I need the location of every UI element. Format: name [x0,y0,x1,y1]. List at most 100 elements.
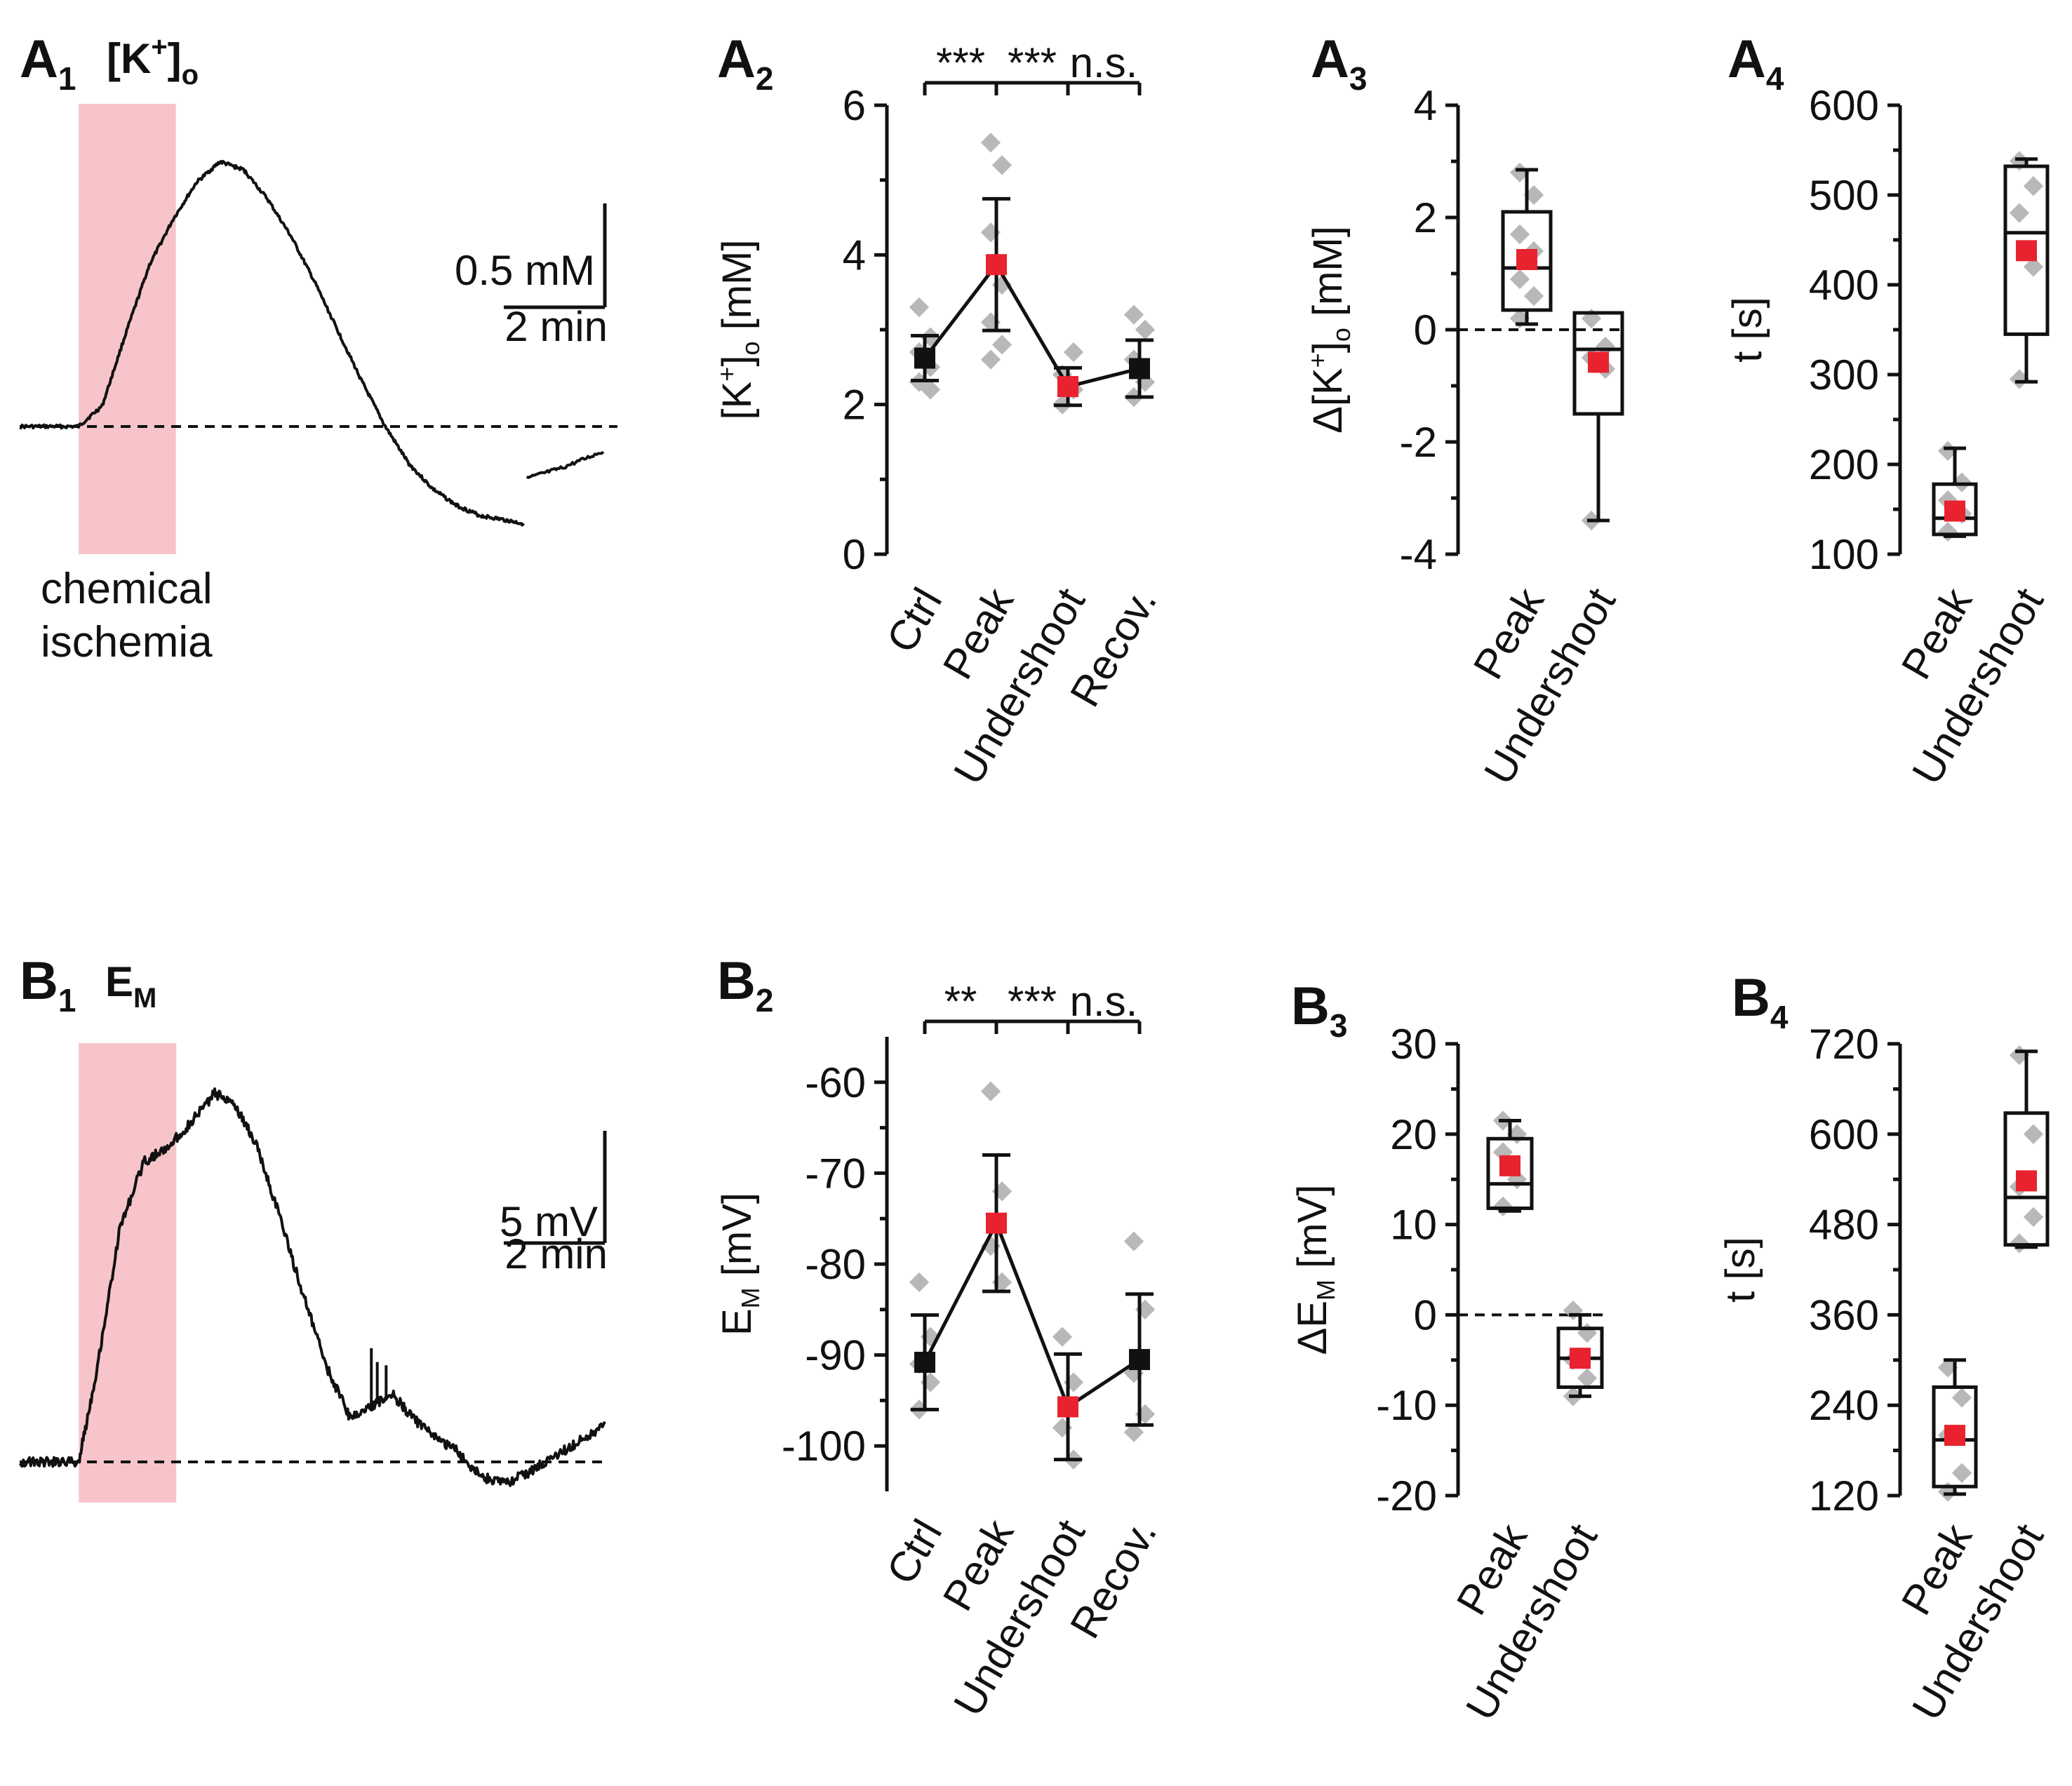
B2-xtick-label-0: Ctrl [878,1512,951,1592]
A3-mean-marker-1 [1588,351,1609,373]
B2-mean-marker-0 [914,1351,935,1373]
A1-trace-segment-0 [19,160,525,527]
A3-point-0-2 [1509,224,1530,245]
panel-label-B4: B4 [1732,968,1789,1035]
B2-point-3-0 [1123,1231,1144,1251]
B4-ytick-label-3: 480 [1809,1202,1879,1249]
B3-ytick-label-0: -20 [1376,1472,1437,1519]
B4-ylabel: t [s] [1718,1237,1763,1302]
A4-ytick-label-2: 300 [1809,351,1879,398]
B2-ytick-label-4: -60 [805,1059,866,1106]
B4-point-0-1 [1951,1463,1972,1483]
A4-box-1 [2003,164,2050,336]
A2-ylabel: [K+]o [mM] [712,240,765,420]
A4-point-1-3 [2023,176,2044,196]
A1-trace-segment-1 [526,450,605,479]
B2-ytick-label-1: -90 [805,1332,866,1379]
B3-mean-marker-1 [1570,1348,1591,1369]
A4-ytick-label-1: 200 [1809,441,1879,488]
A2-point-0-5 [920,380,941,400]
A2-ytick-label-3: 6 [843,82,866,129]
B3-point-0-4 [1492,1196,1513,1216]
A2-point-3-3 [1135,319,1156,340]
B1-trace-segment-0 [19,1087,606,1487]
B4-box-0 [1932,1385,1978,1489]
A4-mean-marker-1 [2016,240,2037,262]
A2-point-1-6 [980,349,1001,370]
B2-sig-label-2: n.s. [1070,978,1138,1025]
B4-point-0-4 [1937,1357,1958,1378]
A3-point-0-4 [1509,269,1530,290]
B2-point-0-0 [909,1272,930,1293]
B3-ytick-label-5: 30 [1390,1021,1437,1068]
A3-ytick-label-4: 4 [1414,82,1437,129]
A2-ytick-label-1: 2 [843,382,866,429]
A3-box-0 [1501,210,1553,312]
A3-ylabel: Δ[K+]o [mM] [1303,226,1356,434]
B2-ylabel: EM [mV] [714,1193,765,1336]
A2-point-1-1 [991,155,1012,175]
B3-ytick-label-3: 10 [1390,1202,1437,1249]
B3-ytick-label-4: 20 [1390,1111,1437,1158]
B4-point-0-3 [1951,1388,1972,1408]
B2-ytick-label-0: -100 [782,1423,866,1470]
B4-box-1 [2003,1111,2050,1247]
B4-point-1-1 [2023,1207,2044,1228]
B3-ytick-label-2: 0 [1414,1291,1437,1338]
A3-box-1 [1572,311,1624,416]
panel-B1-title: EM [105,958,156,1014]
B3-ylabel: ΔEM [mV] [1290,1185,1340,1355]
B4-ytick-label-2: 360 [1809,1291,1879,1338]
A2-ytick-label-0: 0 [843,531,866,578]
B2-mean-marker-2 [1057,1396,1078,1418]
B1-ischemia-shade [79,1043,177,1503]
B2-mean-marker-3 [1129,1349,1150,1371]
A2-sig-label-1: *** [1008,39,1057,86]
A4-point-0-0 [1937,521,1958,542]
A3-mean-marker-0 [1516,249,1537,270]
A3-point-0-5 [1523,286,1544,307]
B1-scale-time-label: 2 min [504,1230,608,1277]
panel-label-A3: A3 [1311,29,1367,97]
A2-mean-marker-0 [914,347,935,369]
A4-point-0-4 [1937,441,1958,461]
A3-ytick-label-3: 2 [1414,194,1437,241]
A2-mean-line [923,261,1140,389]
panel-A1-title: [K+]o [107,32,199,90]
B2-sig-label-1: *** [1008,978,1057,1025]
A2-point-2-3 [1063,342,1084,363]
B2-sig-label-0: ** [944,978,977,1025]
panel-label-A4: A4 [1727,29,1784,97]
A3-point-1-1 [1595,336,1616,357]
A2-xtick-label-0: Ctrl [878,580,951,660]
A4-box-0 [1932,482,1978,537]
B4-mean-marker-0 [1944,1425,1965,1446]
B4-ytick-label-5: 720 [1809,1021,1879,1068]
B2-point-1-0 [980,1081,1001,1101]
B3-box-0 [1486,1136,1534,1210]
panel-label-B3: B3 [1291,976,1347,1044]
B3-ytick-label-1: -10 [1376,1382,1437,1429]
A2-sig-label-0: *** [936,39,985,86]
ischemia-label-line2: ischemia [41,618,213,666]
A4-ytick-label-5: 600 [1809,82,1879,129]
B4-point-1-3 [2023,1124,2044,1144]
A1-scale-time-label: 2 min [504,303,608,350]
B1-scale-amp-label: 5 mV [500,1198,598,1245]
A4-ytick-label-3: 400 [1809,262,1879,309]
B3-mean-marker-0 [1499,1155,1520,1176]
A4-point-1-2 [2009,203,2030,223]
A1-scale-amp-label: 0.5 mM [455,247,595,294]
A4-point-0-3 [1951,472,1972,492]
A2-mean-marker-2 [1057,376,1078,398]
A2-point-0-4 [909,297,930,318]
A3-point-0-1 [1523,184,1544,206]
A2-mean-marker-3 [1129,358,1150,380]
B4-ytick-label-0: 120 [1809,1472,1879,1519]
B2-ytick-label-3: -70 [805,1150,866,1197]
panel-label-B2: B2 [717,951,773,1019]
A4-point-1-1 [2023,257,2044,277]
A2-point-3-4 [1123,304,1144,325]
